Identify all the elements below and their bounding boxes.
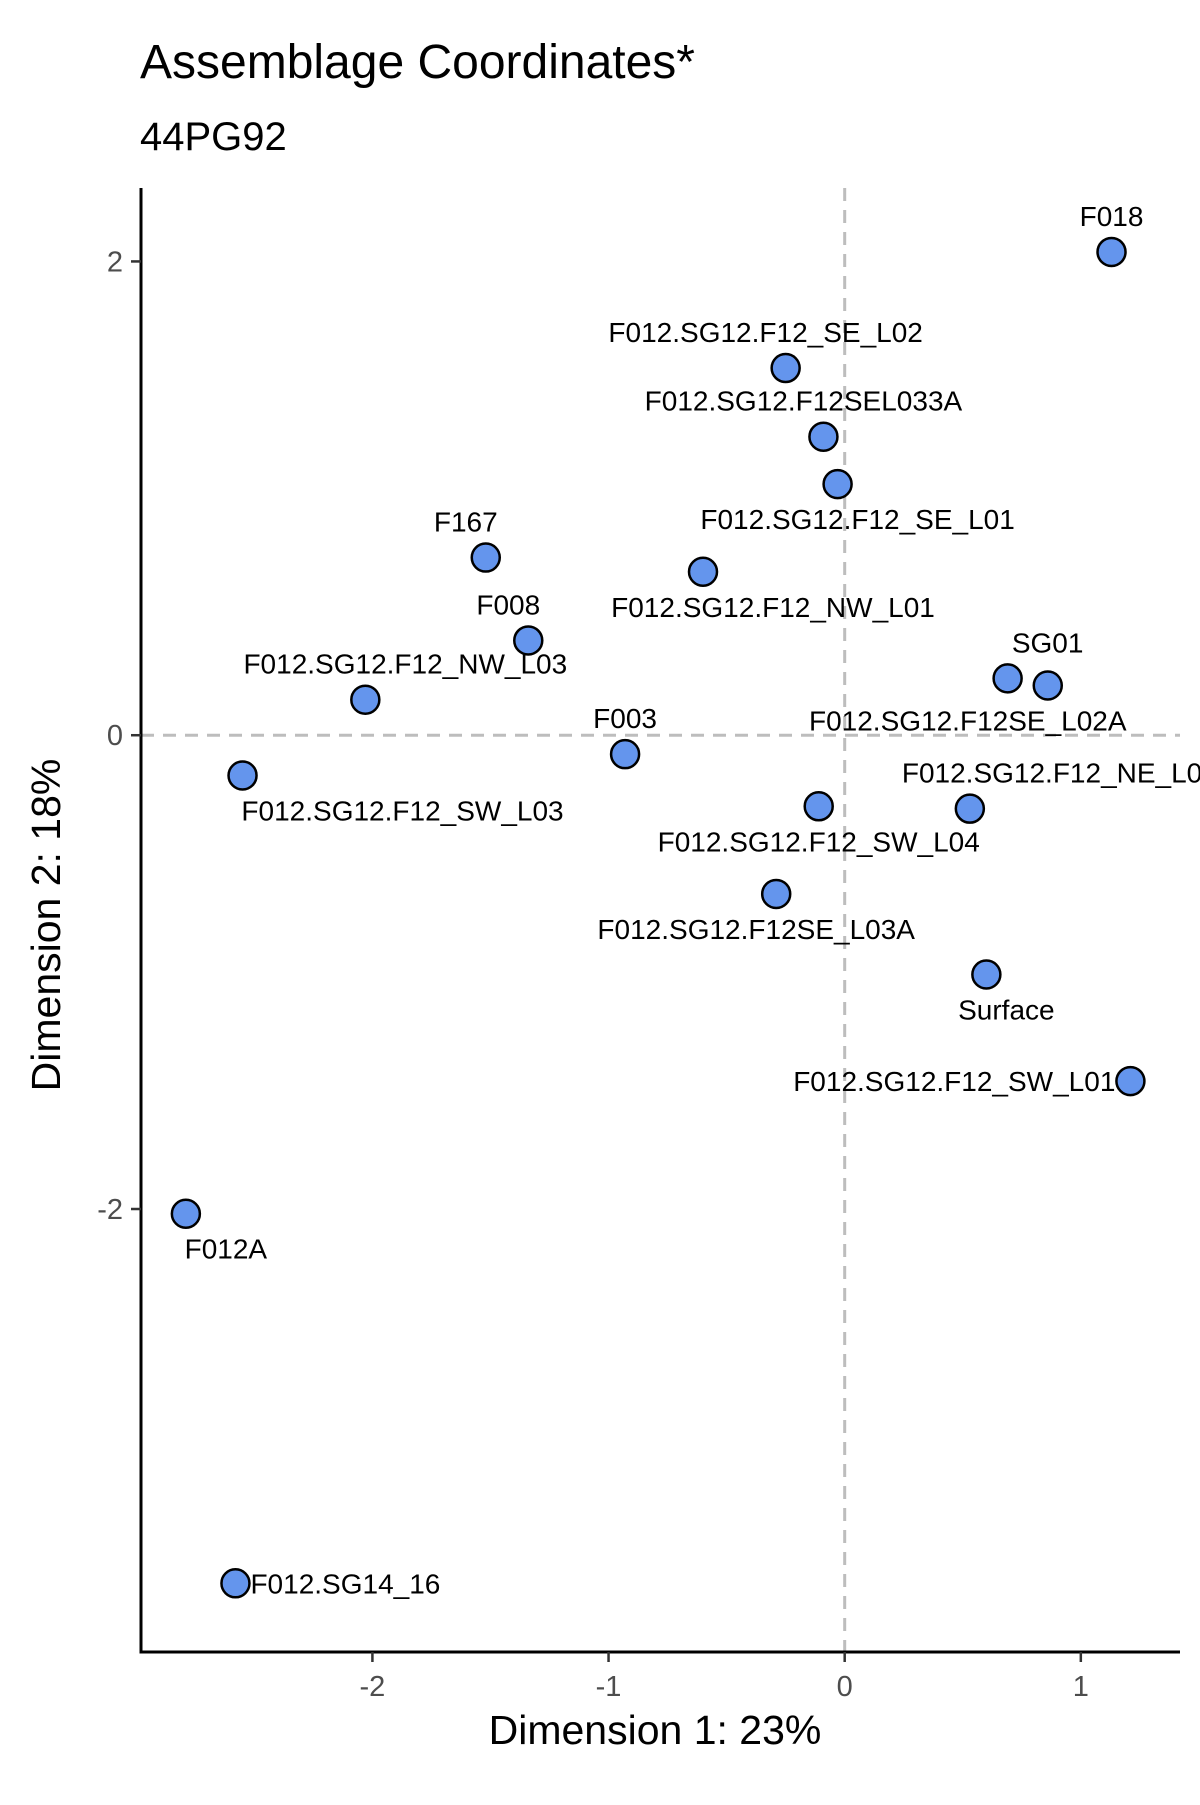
point-label: F012.SG12.F12_SW_L04 [658, 826, 980, 857]
point-label: F012.SG12.F12SE_L02A [809, 705, 1127, 736]
y-tick-label: 0 [107, 720, 123, 752]
point-labels: F018 F012.SG12.F12_SE_L02 F012.SG12.F12SEL… [185, 201, 1200, 1599]
point-label: F012.SG14_16 [250, 1568, 440, 1599]
data-point [1096, 236, 1127, 268]
point-label: F012.SG12.F12_NW_L01 [611, 592, 935, 623]
point-label: F012.SG12.F12_SW_L01 [793, 1066, 1115, 1097]
data-point [1115, 1065, 1146, 1097]
data-point [1032, 670, 1064, 701]
data-point [513, 625, 544, 656]
data-point [220, 1568, 251, 1599]
data-points [170, 236, 1146, 1599]
point-label: F167 [434, 507, 498, 538]
point-label: F012.SG12.F12SE_L03A [597, 914, 915, 945]
axes [139, 188, 1180, 1654]
point-label: Surface [958, 994, 1055, 1025]
data-point [770, 352, 801, 384]
x-tick-label: -1 [596, 1671, 622, 1703]
data-point [808, 421, 839, 452]
point-label: F012.SG12.F12SEL033A [645, 386, 963, 417]
point-label: F008 [476, 589, 540, 620]
point-label: F012.SG12.F12_SW_L03 [241, 795, 563, 826]
x-tick-label: 0 [837, 1671, 853, 1703]
data-point [760, 878, 792, 910]
point-label: F018 [1080, 201, 1144, 232]
point-label: F012.SG12.F12_NE_L01 [902, 758, 1200, 789]
data-point [822, 468, 853, 500]
axis-ticks: -2 -1 0 1 -2 0 2 [97, 246, 1089, 1703]
data-point [803, 791, 834, 822]
data-point [954, 793, 986, 824]
x-tick-label: 1 [1073, 1671, 1089, 1703]
reference-lines [141, 188, 1180, 1652]
y-tick-label: 2 [107, 246, 123, 278]
y-axis-title: Dimension 2: 18% [23, 759, 69, 1092]
data-point [227, 760, 258, 791]
point-label: F012.SG12.F12_SE_L02 [608, 317, 922, 348]
data-point [971, 959, 1002, 990]
point-label: F012.SG12.F12_NW_L03 [243, 649, 567, 680]
data-point [992, 663, 1023, 694]
data-point [170, 1198, 202, 1229]
point-label: F003 [593, 703, 657, 734]
chart-title: Assemblage Coordinates* [140, 36, 695, 89]
chart-subtitle: 44PG92 [140, 115, 287, 159]
data-point [609, 738, 641, 770]
data-point [470, 542, 502, 573]
x-axis-title: Dimension 1: 23% [489, 1707, 822, 1753]
x-tick-label: -2 [360, 1671, 386, 1703]
point-label: SG01 [1012, 627, 1084, 658]
point-label: F012A [185, 1234, 268, 1265]
y-tick-label: -2 [97, 1194, 123, 1226]
data-point [350, 684, 381, 715]
data-point [687, 556, 719, 588]
point-label: F012.SG12.F12_SE_L01 [700, 504, 1014, 535]
